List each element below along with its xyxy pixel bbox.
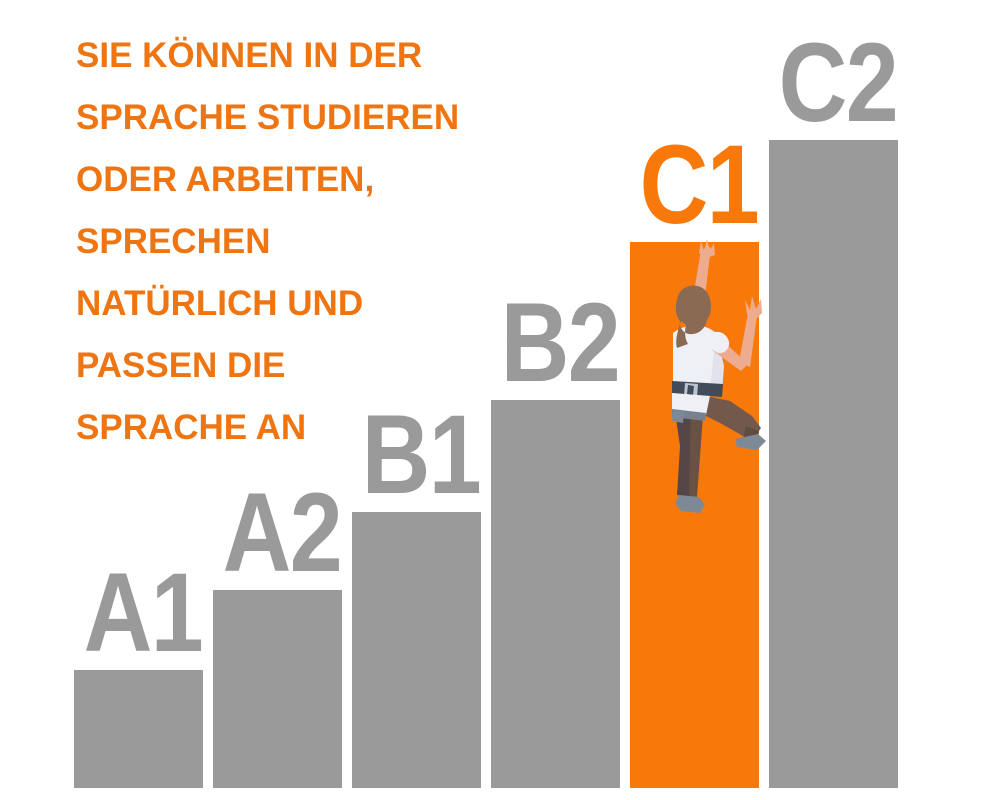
level-label-c1: C1: [639, 122, 760, 247]
level-bar-c2: C2: [769, 27, 899, 788]
climber-hair: [675, 285, 711, 348]
level-bar-a2: A2: [213, 477, 343, 788]
level-label-a1: A1: [83, 550, 204, 675]
level-bar-b2: B2: [491, 287, 621, 788]
level-label-c2: C2: [778, 20, 899, 145]
level-bar-c1: C1: [630, 129, 760, 788]
climber-left-leg-shade: [689, 400, 704, 497]
level-label-a2: A2: [222, 470, 343, 595]
climber-raised-hand-icon: [699, 239, 715, 258]
climber-right-shoe: [735, 434, 766, 450]
climber-illustration: [672, 239, 766, 513]
level-bar-b1: B1: [352, 399, 482, 788]
climber-right-sleeve: [709, 331, 730, 354]
level-bar-a1: A1: [74, 557, 204, 788]
climber-torso-shade: [710, 333, 724, 391]
climber-left-shoe: [675, 495, 705, 513]
level-label-b2: B2: [500, 280, 621, 405]
climber-knee-strap: [672, 410, 684, 423]
climber-right-hand-icon: [745, 296, 762, 320]
climber-shirt-tail: [672, 393, 710, 415]
headline-text: SIE KÖNNEN IN DER SPRACHE STUDIEREN ODER…: [76, 36, 460, 447]
climber-belt-buckle-bar: [687, 385, 694, 395]
level-label-b1: B1: [361, 392, 482, 517]
climber-right-forearm: [739, 313, 757, 367]
